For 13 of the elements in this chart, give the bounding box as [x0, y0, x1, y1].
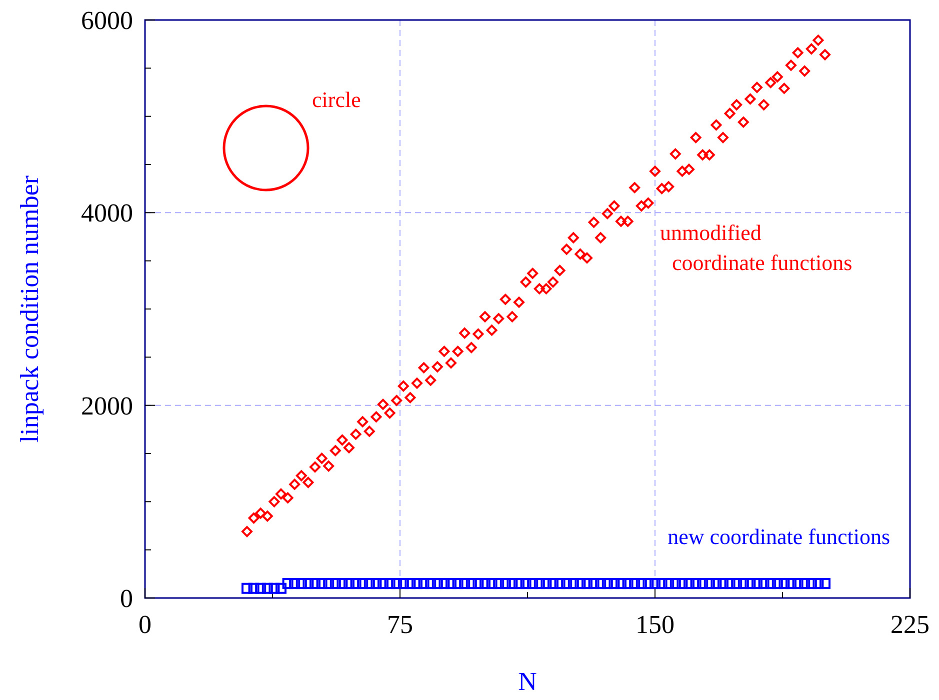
y-tick-label: 0 [120, 584, 133, 613]
x-axis-title: N [518, 667, 538, 696]
y-tick-label: 2000 [81, 391, 133, 420]
y-axis-title: linpack condition number [15, 175, 44, 443]
x-tick-label: 75 [387, 610, 413, 639]
y-tick-label: 4000 [81, 198, 133, 228]
x-tick-label: 0 [138, 610, 152, 639]
series-label: new coordinate functions [668, 524, 890, 549]
x-tick-label: 225 [890, 610, 930, 639]
series-label: unmodified coordinate functions [660, 220, 852, 275]
x-tick-label: 150 [636, 610, 674, 639]
y-tick-label: 6000 [81, 6, 133, 35]
annotation: circle [312, 87, 361, 112]
